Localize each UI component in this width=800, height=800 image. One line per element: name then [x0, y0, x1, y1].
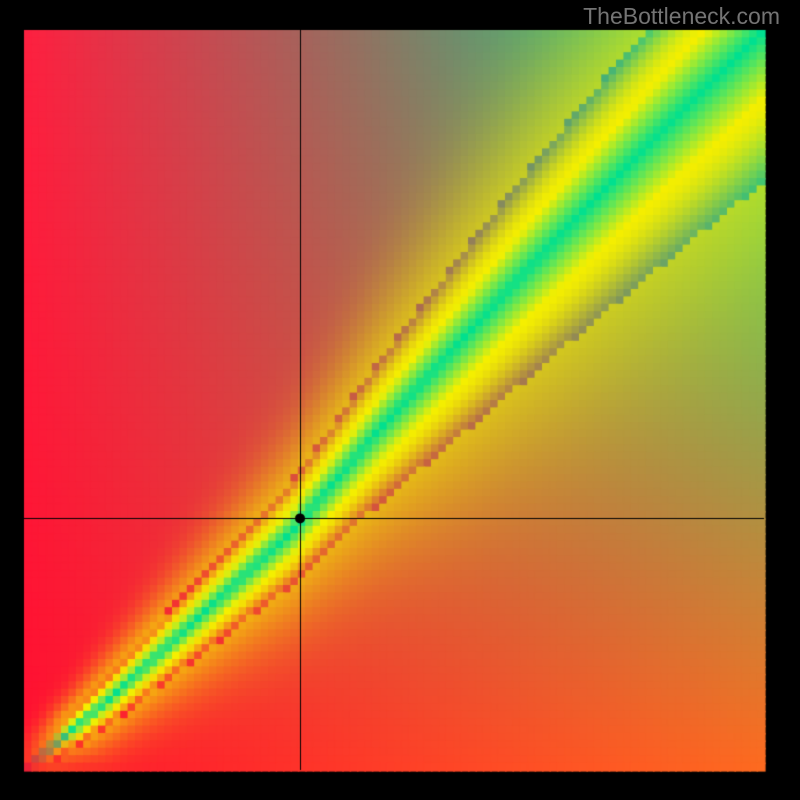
watermark-text: TheBottleneck.com	[583, 3, 780, 30]
chart-container: TheBottleneck.com	[0, 0, 800, 800]
bottleneck-heatmap	[0, 0, 800, 800]
